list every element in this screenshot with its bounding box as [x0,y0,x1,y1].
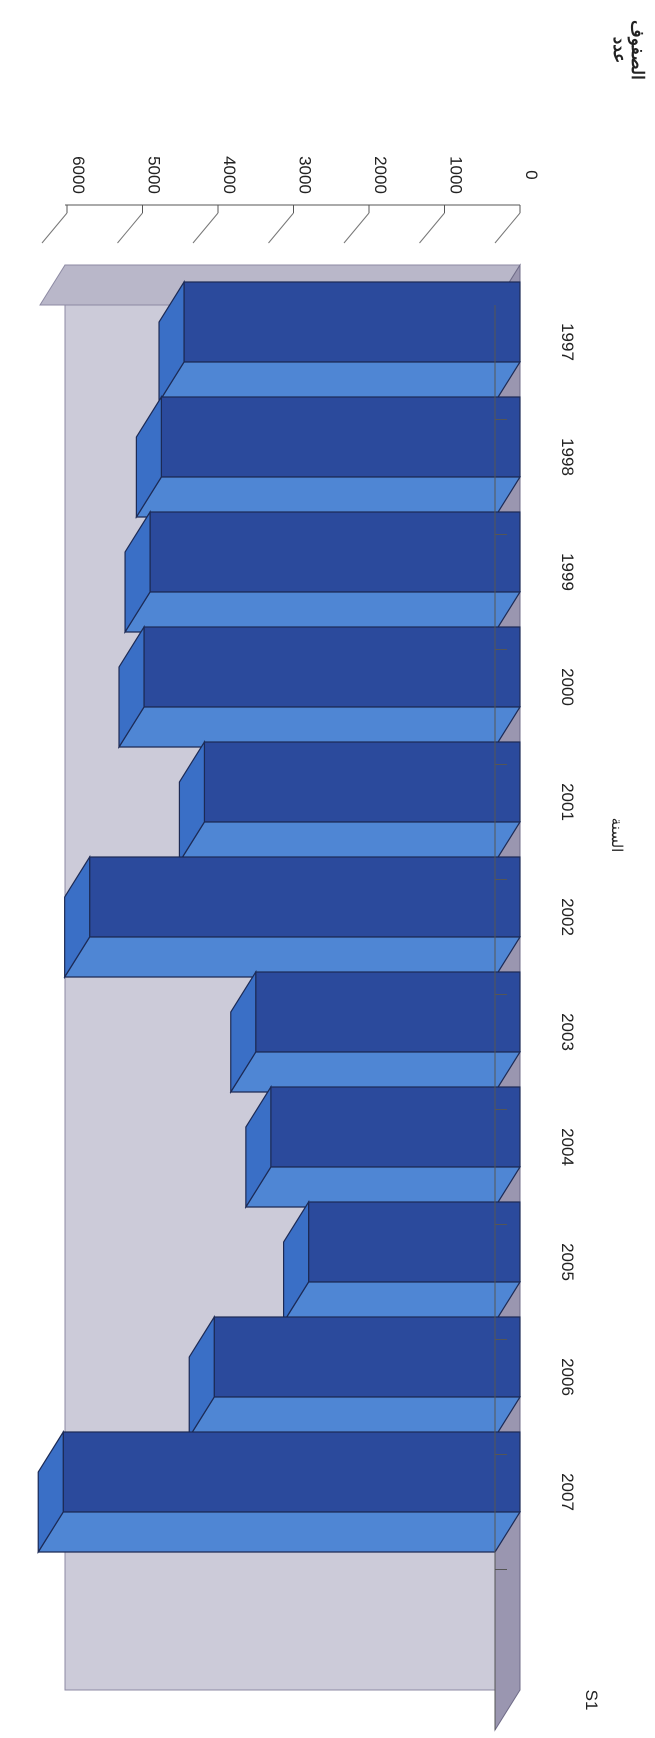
bar-front-face [62,1431,521,1513]
bar-side-face [117,706,522,748]
bar-front-face [203,741,521,823]
category-label: 2001 [558,783,577,821]
bar [282,1199,522,1325]
bar-side-face [282,1281,522,1323]
value-tick-connector [117,212,143,244]
value-tick-label: 6000 [69,156,88,194]
category-axis: 1997 1998 1999 2000 2001 2002 2003 2004 2005 2006… [494,305,577,1730]
bar-front-face [255,971,521,1053]
category-label: 1998 [558,438,577,476]
bar-front-face [270,1086,521,1168]
bar-side-face [244,1166,522,1208]
bar-top-cap [118,624,145,750]
value-tick-label: 1000 [447,156,466,194]
bar-side-face [123,591,522,633]
category-label: 2006 [558,1358,577,1396]
value-tick-connector [41,212,68,244]
bar [188,1314,522,1440]
bar-top-cap [135,394,162,520]
value-tick-label: 4000 [220,156,239,194]
category-label: 2000 [558,668,577,706]
category-label: 2003 [558,1013,577,1051]
bar-side-face [229,1051,522,1093]
bar-side-face [188,1396,522,1438]
bar [37,1429,522,1555]
category-label: 2007 [558,1473,577,1511]
value-tick-connector [419,212,445,244]
value-tick-label: 0 [522,170,541,179]
bar-front-face [308,1201,521,1283]
bar-front-face [183,281,521,363]
y-axis-label-line-2: الصفوف [627,20,647,80]
value-axis: 0 1000 2000 3000 4000 5000 6000 [41,156,541,244]
bar-side-face [37,1511,522,1553]
bar [117,624,522,750]
bar-front-face [143,626,521,708]
value-tick-connector [268,212,294,244]
bar [135,394,522,520]
y-axis-label-line-1: عدد [610,37,629,64]
bar [244,1084,522,1210]
bar [229,969,522,1095]
bar-side-face [63,936,522,978]
bar-side-face [135,476,522,518]
bar-front-face [89,856,521,938]
bar [157,279,522,405]
bar-series [37,279,522,1555]
bar [178,739,522,865]
value-tick-connector [343,212,370,244]
bar-front-face [160,396,521,478]
category-label: 1999 [558,553,577,591]
bar-top-cap [124,509,151,635]
bar-side-face [178,821,522,863]
category-label: 2004 [558,1128,577,1166]
bar-top-cap [64,854,91,980]
x-axis-label: السنة [608,818,625,853]
value-tick-connector [192,212,219,244]
bar [63,854,522,980]
category-label: 2005 [558,1243,577,1281]
value-tick-connector [494,212,521,244]
value-tick-label: 3000 [296,156,315,194]
bar-top-cap [230,969,257,1095]
category-label: 1997 [558,323,577,361]
bar-front-face [149,511,521,593]
series-label: S1 [582,1690,601,1711]
value-tick-label: 2000 [371,156,390,194]
bar-front-face [213,1316,521,1398]
bar-top-cap [245,1084,272,1210]
bar [123,509,522,635]
value-tick-label: 5000 [145,156,164,194]
category-label: 2002 [558,898,577,936]
bar-side-face [157,361,522,403]
bar-top-cap [37,1429,64,1555]
